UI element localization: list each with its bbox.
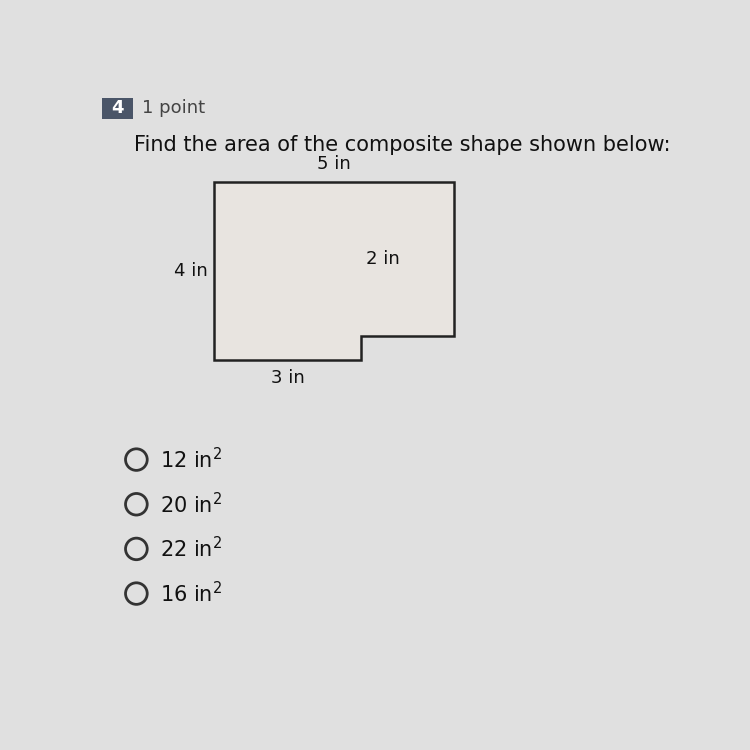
Text: 4 in: 4 in: [174, 262, 208, 280]
Text: 2 in: 2 in: [366, 251, 400, 268]
Text: 20 in$^2$: 20 in$^2$: [160, 492, 222, 517]
Text: 16 in$^2$: 16 in$^2$: [160, 581, 222, 606]
Text: Find the area of the composite shape shown below:: Find the area of the composite shape sho…: [134, 136, 671, 155]
Text: 22 in$^2$: 22 in$^2$: [160, 536, 222, 562]
Text: 3 in: 3 in: [271, 369, 304, 387]
FancyBboxPatch shape: [101, 98, 133, 119]
Text: 1 point: 1 point: [142, 100, 205, 118]
Polygon shape: [214, 182, 454, 359]
Text: 4: 4: [111, 100, 123, 118]
Text: 5 in: 5 in: [317, 155, 351, 173]
Text: 12 in$^2$: 12 in$^2$: [160, 447, 222, 472]
